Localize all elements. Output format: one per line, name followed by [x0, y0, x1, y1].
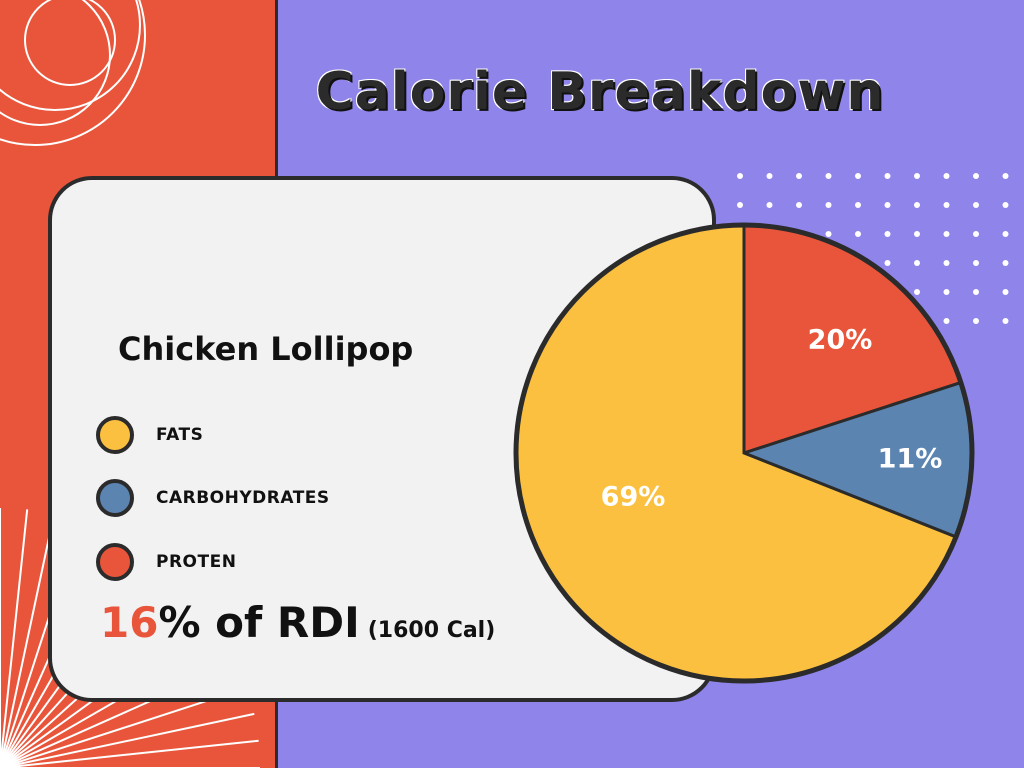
decor-dot — [855, 173, 861, 179]
sunburst-ray — [0, 739, 259, 768]
decor-dot — [855, 231, 861, 237]
decor-dot — [737, 173, 743, 179]
legend-swatch — [96, 543, 134, 581]
decor-dot — [943, 202, 950, 208]
legend-item-carbohydrates: CARBOHYDRATES — [96, 476, 330, 520]
decor-dot — [943, 173, 950, 179]
decor-dot — [914, 231, 920, 237]
decor-dot — [973, 318, 979, 324]
decor-dot — [943, 318, 950, 324]
decor-dot — [855, 202, 861, 208]
rdi-text: % of RDI — [158, 598, 360, 647]
decor-dot — [973, 260, 979, 266]
page-title: Calorie Breakdown — [315, 62, 885, 122]
legend-label: PROTEN — [156, 552, 237, 572]
decor-dot — [825, 202, 832, 208]
decor-dot — [796, 173, 802, 179]
legend-item-fats: FATS — [96, 413, 203, 457]
decor-dot — [973, 289, 979, 295]
sunburst-ray — [0, 509, 29, 768]
decor-dot — [943, 231, 950, 237]
decor-dot — [914, 173, 920, 179]
decor-dot — [943, 260, 950, 266]
decor-dot — [884, 260, 891, 266]
rdi-calories: (1600 Cal) — [367, 618, 496, 643]
decor-dot — [1002, 260, 1009, 266]
item-name: Chicken Lollipop — [118, 330, 414, 368]
decor-dot — [914, 260, 920, 266]
circle-lines-decor — [0, 0, 146, 146]
decor-dot — [884, 173, 891, 179]
legend-label: FATS — [156, 425, 204, 445]
decor-dot — [1002, 289, 1009, 295]
decor-dot — [825, 173, 832, 179]
decor-dot — [1002, 318, 1009, 324]
sunburst-ray — [0, 513, 56, 768]
legend-item-protein: PROTEN — [96, 540, 236, 584]
decor-dot — [884, 202, 891, 208]
decor-dot — [973, 173, 979, 179]
decor-dot — [766, 173, 773, 179]
pie-outline — [513, 222, 975, 684]
decor-dot — [914, 289, 920, 295]
rdi-summary: 16% of RDI (1600 Cal) — [100, 598, 495, 647]
decor-dot — [943, 289, 950, 295]
decor-dot — [825, 231, 832, 237]
legend-label: CARBOHYDRATES — [156, 488, 330, 508]
decor-dot — [973, 231, 979, 237]
decor-dot — [1002, 231, 1009, 237]
sunburst-ray — [0, 712, 255, 768]
decor-dot — [914, 202, 920, 208]
legend-swatch — [96, 479, 134, 517]
decor-dot — [796, 202, 802, 208]
decor-dot — [737, 202, 743, 208]
decor-dot — [884, 231, 891, 237]
decor-dot — [1002, 202, 1009, 208]
pie-data-label: 69% — [601, 482, 666, 513]
rdi-percent: 16 — [100, 598, 159, 647]
decor-dot — [766, 202, 773, 208]
decor-dot — [1002, 173, 1009, 179]
pie-data-label: 11% — [878, 444, 943, 475]
pie-data-label: 20% — [808, 325, 873, 356]
decor-dot — [973, 202, 979, 208]
legend-swatch — [96, 416, 134, 454]
